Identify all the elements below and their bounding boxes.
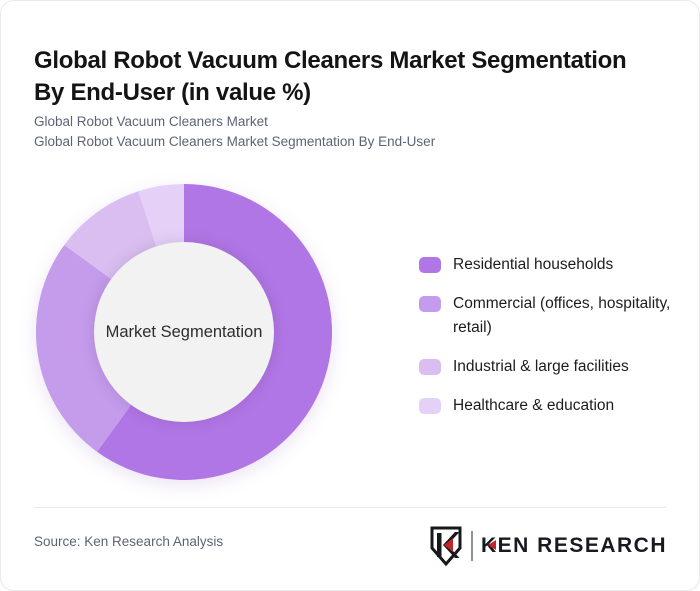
logo-text-rest: EN RESEARCH: [497, 534, 667, 557]
ken-research-shield-icon: [430, 526, 462, 567]
ken-research-logo: K EN RESEARCH: [429, 525, 667, 567]
subtitle-line-1: Global Robot Vacuum Cleaners Market: [34, 114, 268, 129]
legend-label: Healthcare & education: [453, 397, 615, 414]
legend: Residential households Commercial (office…: [419, 253, 674, 418]
donut-center-label: Market Segmentation: [105, 322, 263, 341]
subtitle-block: Global Robot Vacuum Cleaners Market Glob…: [34, 112, 435, 152]
donut-center-circle: Market Segmentation: [94, 242, 274, 422]
donut-chart: Market Segmentation: [36, 184, 332, 480]
footer-divider: [34, 507, 666, 508]
page-title: Global Robot Vacuum Cleaners Market Segm…: [34, 47, 627, 107]
logo-letter-k: K: [480, 534, 498, 557]
legend-item: Residential households: [419, 253, 674, 277]
logo-text: K EN RESEARCH: [481, 534, 667, 558]
legend-item: Commercial (offices, hospitality, retail…: [419, 292, 674, 340]
legend-label: Commercial (offices, hospitality, retail…: [453, 295, 671, 336]
subtitle-line-2: Global Robot Vacuum Cleaners Market Segm…: [34, 134, 436, 149]
logo-separator: [470, 531, 473, 561]
legend-swatch: [419, 398, 441, 414]
legend-label: Residential households: [453, 256, 614, 273]
legend-swatch: [419, 359, 441, 375]
legend-item: Industrial & large facilities: [419, 355, 674, 379]
legend-swatch: [419, 257, 441, 273]
legend-label: Industrial & large facilities: [453, 358, 629, 375]
source-note: Source: Ken Research Analysis: [34, 534, 224, 549]
legend-item: Healthcare & education: [419, 394, 674, 418]
legend-swatch: [419, 296, 441, 312]
logo-red-triangle-icon: [487, 540, 496, 550]
